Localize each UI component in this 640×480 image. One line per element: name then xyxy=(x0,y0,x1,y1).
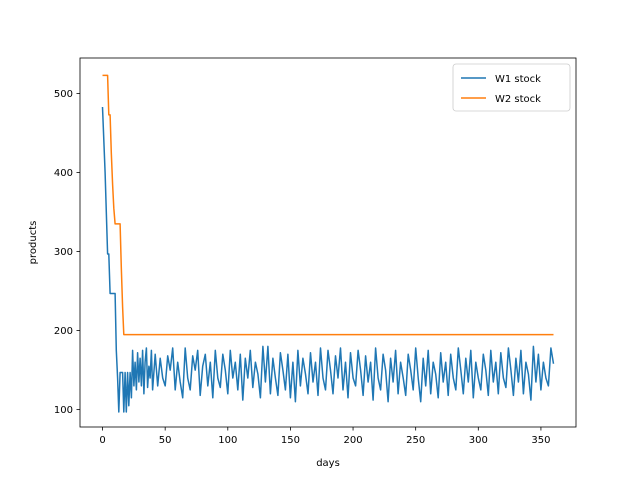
plot-lines xyxy=(101,74,555,413)
x-tick-label: 0 xyxy=(99,435,105,446)
legend-label-2: W2 stock xyxy=(495,94,541,105)
legend: W1 stock W2 stock xyxy=(452,63,571,112)
y-axis-ticks: 100 200 300 400 500 xyxy=(54,89,80,416)
x-axis-ticks: 0 50 100 150 200 250 300 350 xyxy=(99,427,550,446)
x-tick-label: 350 xyxy=(531,435,550,446)
y-tick-label: 500 xyxy=(54,89,73,100)
y-tick-label: 200 xyxy=(54,326,73,337)
legend-box xyxy=(452,63,571,112)
x-tick-label: 150 xyxy=(281,435,300,446)
series-line-1 xyxy=(101,106,555,413)
y-tick-label: 100 xyxy=(54,405,73,416)
plot-frame xyxy=(79,57,577,428)
series-line-2 xyxy=(102,74,554,336)
x-tick-label: 250 xyxy=(406,435,425,446)
y-tick-label: 300 xyxy=(54,247,73,258)
x-tick-label: 300 xyxy=(469,435,488,446)
x-axis-label: days xyxy=(316,458,340,469)
x-tick-label: 50 xyxy=(159,435,172,446)
legend-label-1: W1 stock xyxy=(495,74,541,85)
y-tick-label: 400 xyxy=(54,168,73,179)
y-axis-label: products xyxy=(28,221,39,265)
x-tick-label: 100 xyxy=(218,435,237,446)
x-tick-label: 200 xyxy=(344,435,363,446)
